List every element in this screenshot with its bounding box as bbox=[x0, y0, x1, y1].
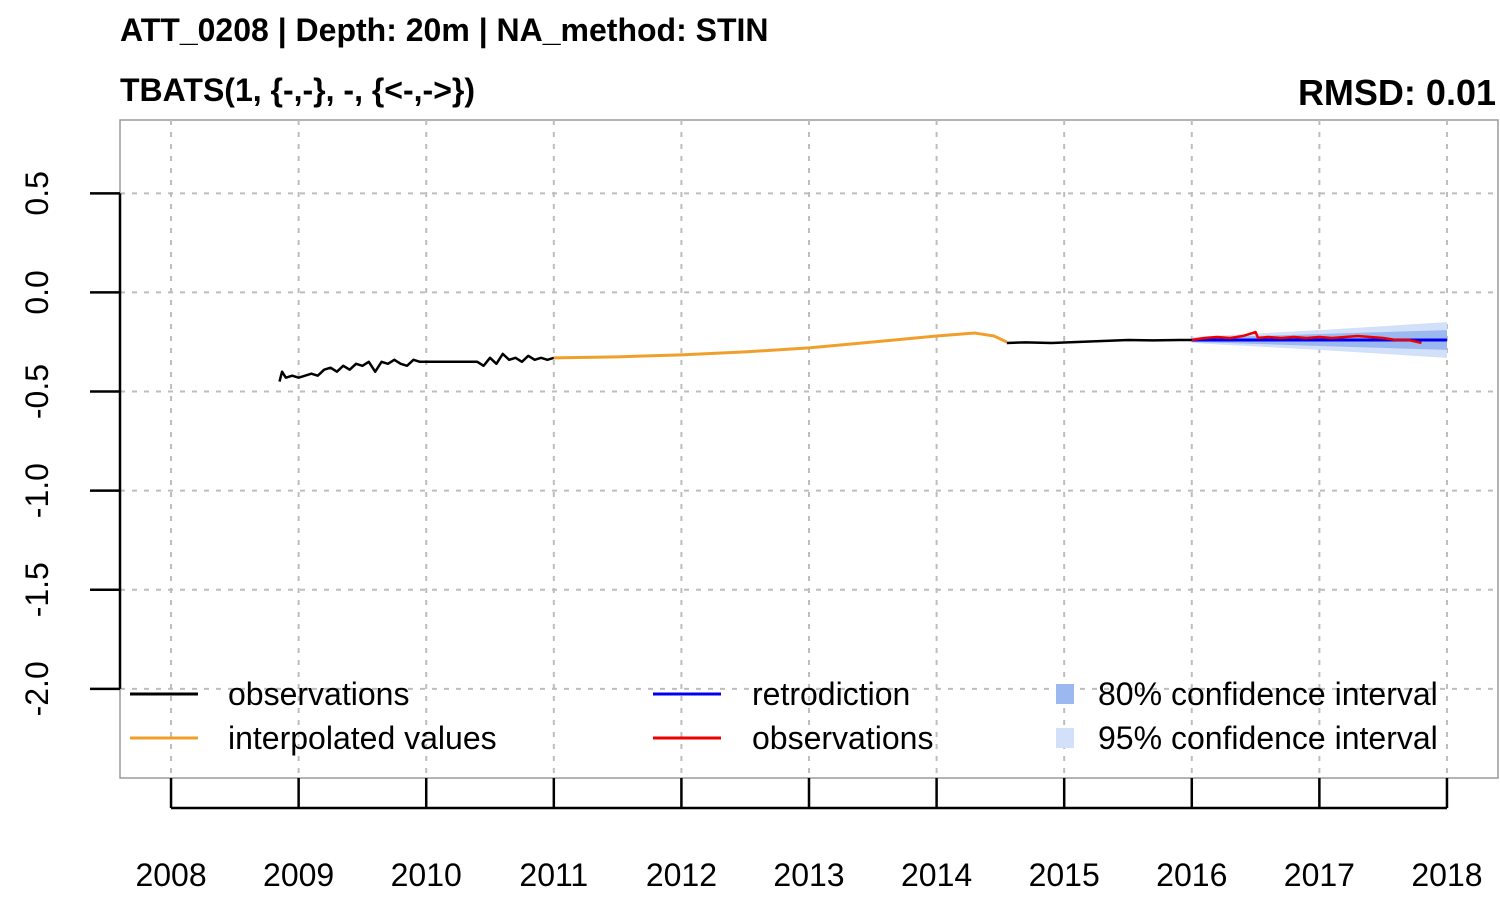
y-tick-label: -0.5 bbox=[19, 364, 55, 419]
x-tick-label: 2009 bbox=[263, 857, 334, 893]
x-tick-label: 2008 bbox=[135, 857, 206, 893]
interpolated-line bbox=[554, 333, 1007, 358]
x-tick-label: 2010 bbox=[391, 857, 462, 893]
legend-label: 80% confidence interval bbox=[1098, 676, 1438, 712]
x-tick-label: 2011 bbox=[519, 857, 588, 893]
legend-label: interpolated values bbox=[228, 720, 497, 756]
y-tick-label: 0.0 bbox=[19, 270, 55, 314]
x-tick-label: 2013 bbox=[773, 857, 844, 893]
legend: observations interpolated values retrodict… bbox=[130, 676, 1438, 756]
legend-label: 95% confidence interval bbox=[1098, 720, 1438, 756]
observations-line-2 bbox=[1007, 340, 1198, 343]
legend-label: observations bbox=[228, 676, 409, 712]
x-tick-label: 2016 bbox=[1156, 857, 1227, 893]
y-tick-label: 0.5 bbox=[19, 171, 55, 215]
x-tick-label: 2012 bbox=[646, 857, 717, 893]
legend-swatch bbox=[1056, 684, 1074, 704]
x-tick-label: 2018 bbox=[1411, 857, 1482, 893]
x-tick-label: 2015 bbox=[1029, 857, 1100, 893]
y-tick-label: -2.0 bbox=[19, 661, 55, 716]
y-tick-label: -1.5 bbox=[19, 562, 55, 617]
legend-swatch bbox=[1056, 728, 1074, 748]
y-tick-label: -1.0 bbox=[19, 463, 55, 518]
x-tick-label: 2014 bbox=[901, 857, 972, 893]
legend-label: retrodiction bbox=[752, 676, 910, 712]
observations-line-1 bbox=[279, 354, 553, 382]
legend-label: observations bbox=[752, 720, 933, 756]
x-tick-label: 2017 bbox=[1284, 857, 1355, 893]
